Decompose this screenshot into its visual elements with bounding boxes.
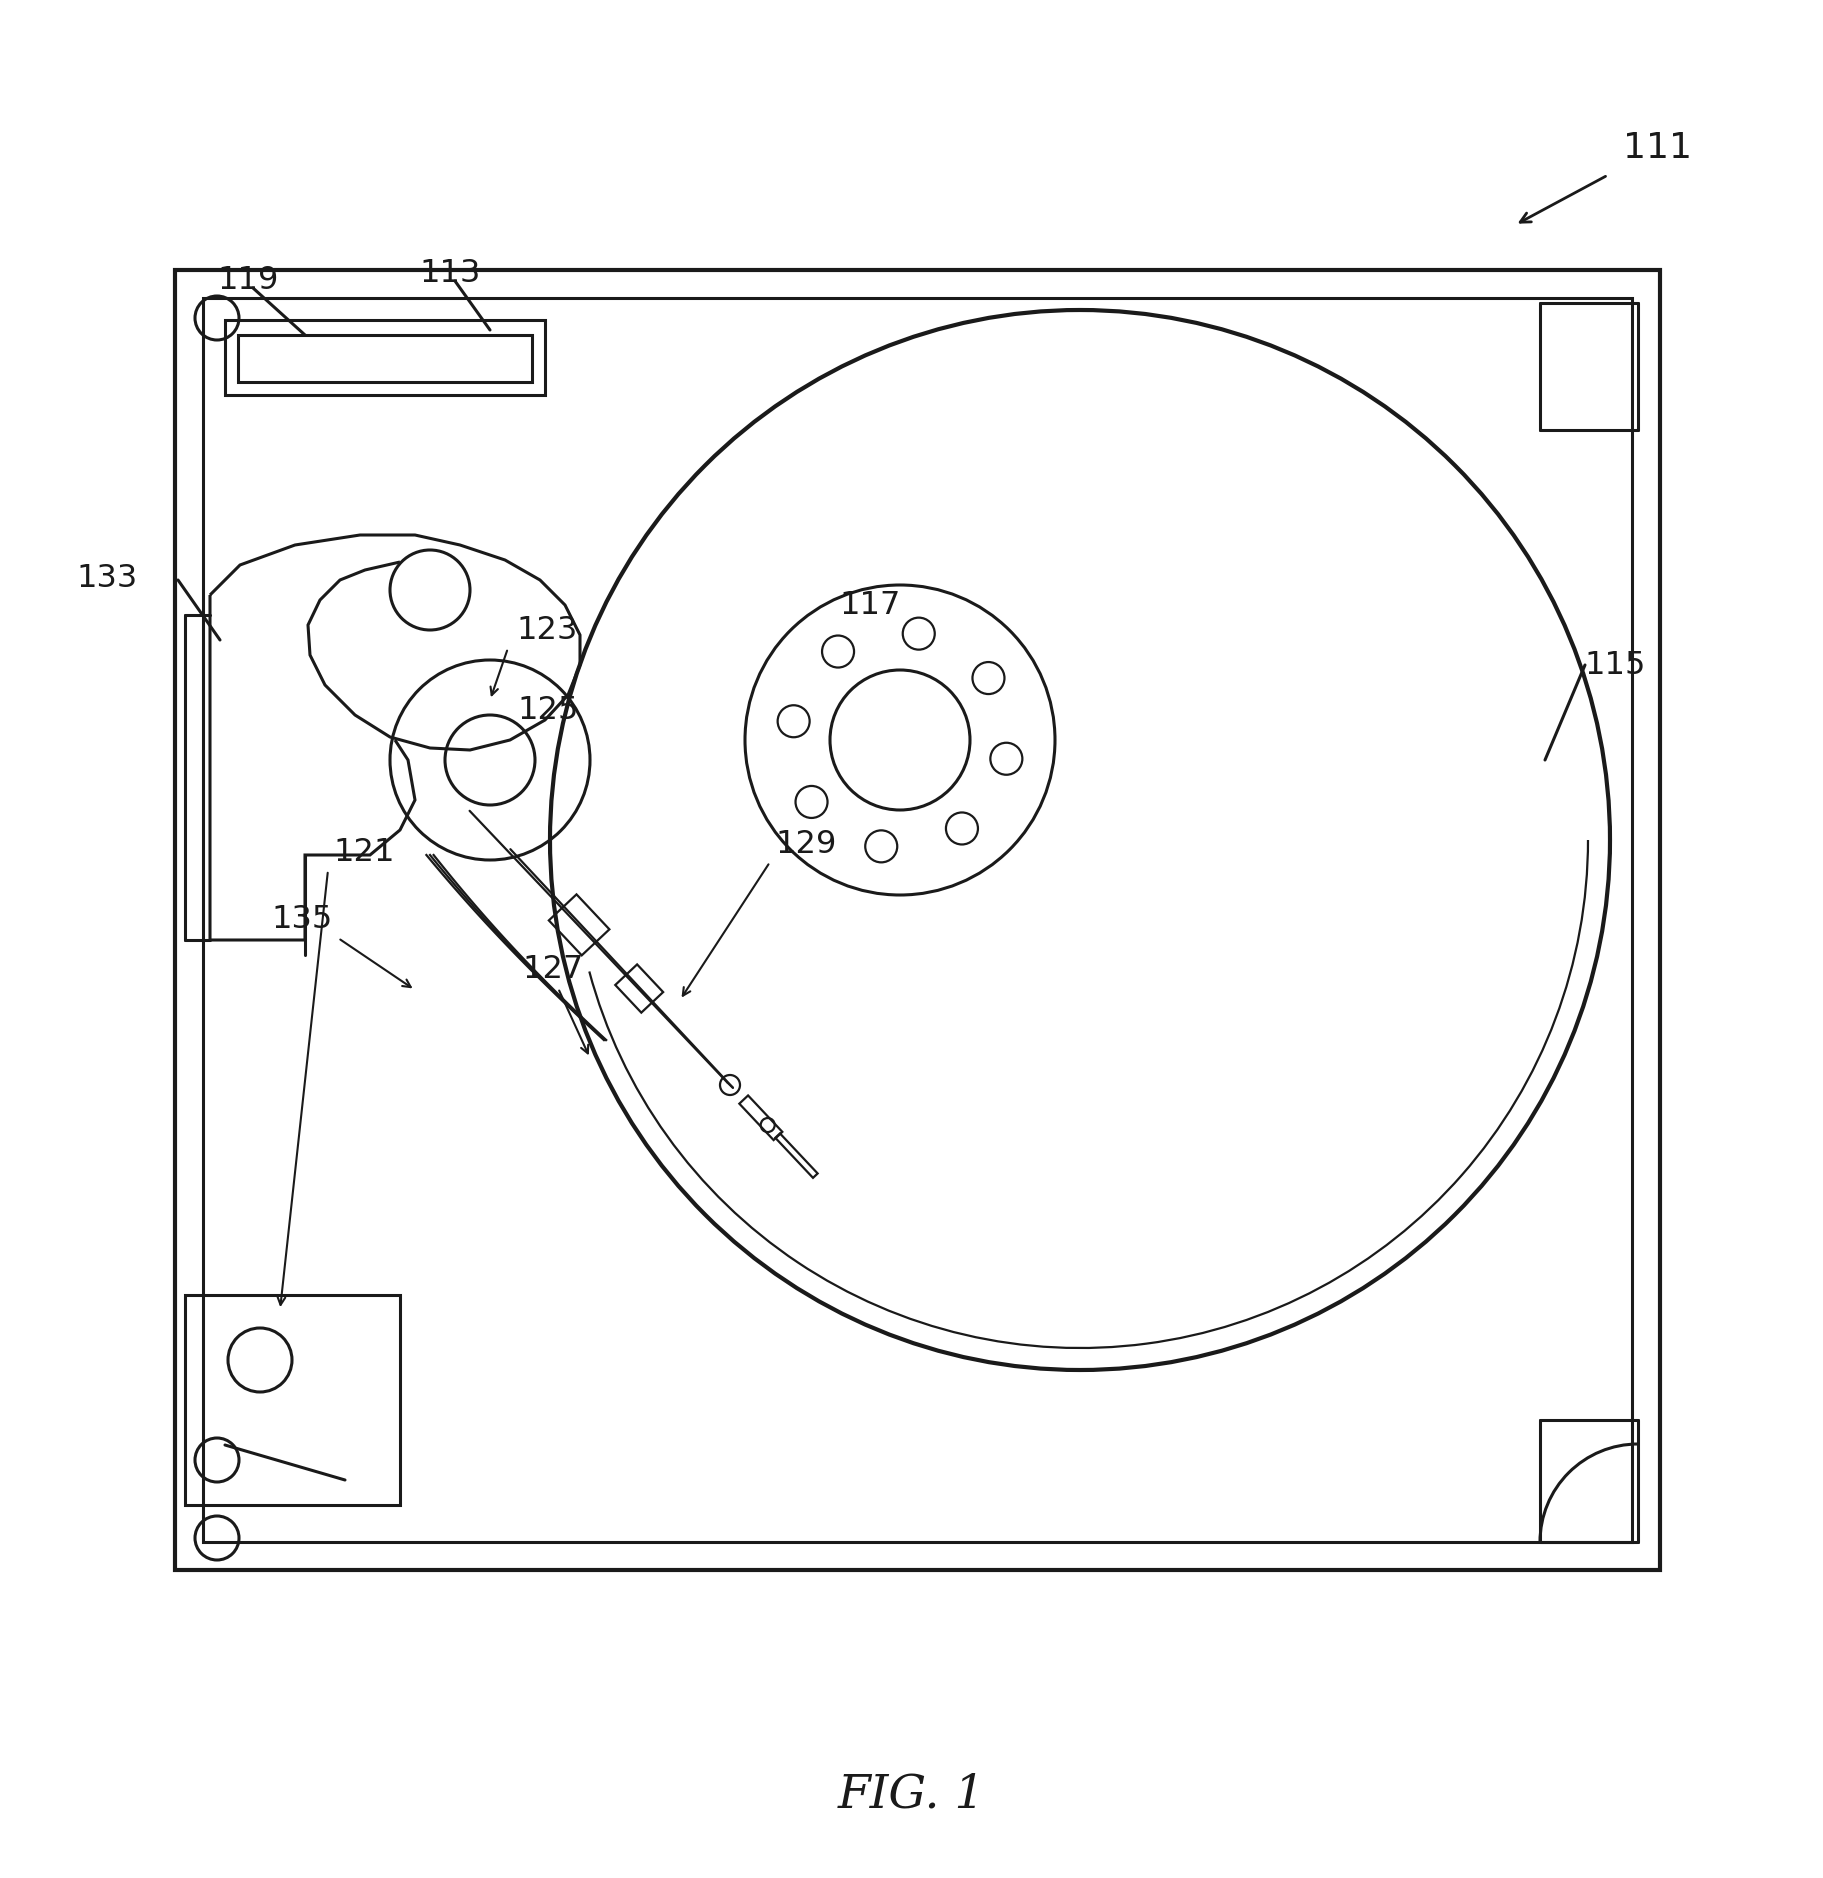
Bar [237,334,532,381]
Text: 113: 113 [419,257,481,289]
Bar [202,299,1632,1542]
Text: 121: 121 [334,836,394,868]
Bar [184,1296,399,1504]
Text: 127: 127 [521,954,583,986]
Text: 133: 133 [77,563,139,593]
Bar [175,270,1659,1570]
Bar [224,319,545,394]
Text: 117: 117 [839,590,901,620]
Text: 135: 135 [272,905,334,935]
Text: 125: 125 [518,695,578,725]
Text: FIG. 1: FIG. 1 [839,1773,984,1818]
Text: 115: 115 [1584,650,1644,680]
Text: 119: 119 [217,265,279,295]
Text: 123: 123 [516,614,578,646]
Text: 129: 129 [775,828,837,860]
Text: 111: 111 [1622,131,1692,165]
